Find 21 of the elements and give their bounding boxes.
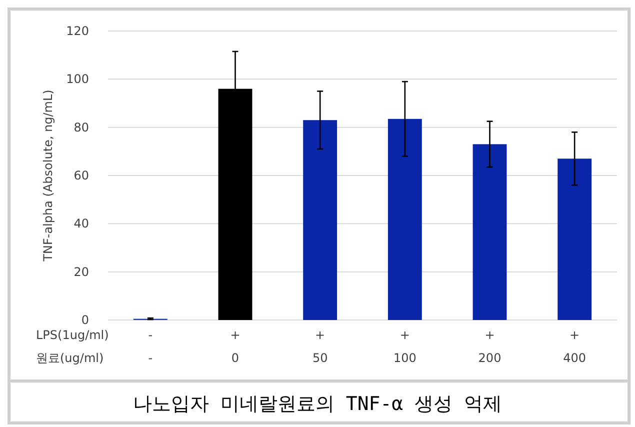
- x-tick-label: + 0: [230, 328, 240, 365]
- y-axis-title: TNF-alpha (Absolute, ng/mL): [41, 90, 55, 262]
- x-tick-label: - -: [148, 328, 153, 365]
- y-tick-label: 100: [66, 72, 89, 86]
- y-tick-label: 120: [66, 24, 89, 38]
- bar: [303, 120, 338, 320]
- y-tick-label: 0: [81, 313, 89, 327]
- y-tick-label: 20: [74, 264, 89, 279]
- bar: [388, 118, 422, 320]
- x-tick-label: + 100: [393, 328, 416, 365]
- text: LPS(1ug/ml): [36, 328, 109, 342]
- text: 나노입자 미네랄원료의 TNF-α 생성 억제: [133, 393, 502, 415]
- text: 원료(ug/ml): [36, 351, 104, 365]
- y-tick-label: 40: [74, 216, 89, 231]
- bar: [472, 144, 507, 320]
- x-tick-label: + 400: [563, 328, 586, 365]
- y-tick-label: 60: [74, 168, 89, 182]
- bar: [558, 158, 592, 320]
- y-tick-label: 80: [74, 120, 89, 134]
- x-tick-label: + 200: [478, 328, 502, 365]
- x-tick-label: + 50: [312, 328, 328, 365]
